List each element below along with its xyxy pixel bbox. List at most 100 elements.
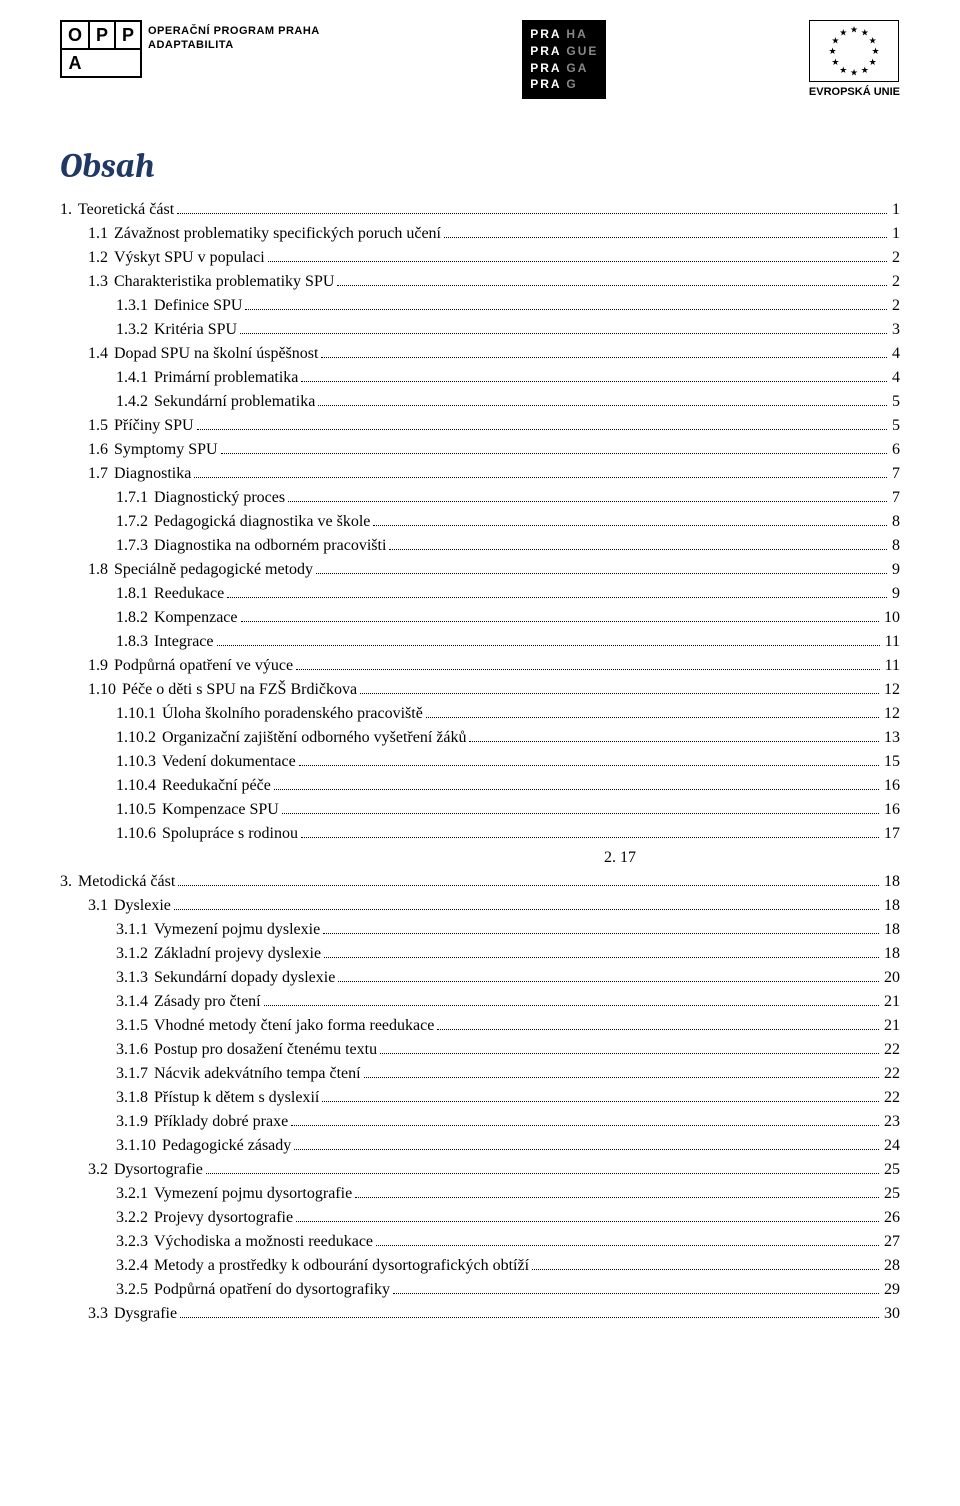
- toc-entry: 1.10.4Reedukační péče16: [60, 774, 900, 798]
- toc-leader-dots: [206, 1173, 879, 1174]
- toc-text: Vhodné metody čtení jako forma reedukace: [154, 1014, 434, 1038]
- toc-entry: 3.2.3Východiska a možnosti reedukace27: [60, 1230, 900, 1254]
- toc-text: Projevy dysortografie: [154, 1206, 293, 1230]
- toc-leader-dots: [316, 573, 887, 574]
- toc-leader-dots: [180, 1317, 879, 1318]
- toc-text: Teoretická část: [78, 198, 174, 222]
- table-of-contents: 1.Teoretická část 11.1Závažnost problemat…: [60, 198, 900, 1326]
- toc-page: 4: [890, 366, 900, 390]
- toc-text: Péče o děti s SPU na FZŠ Brdičkova: [122, 678, 357, 702]
- toc-entry: 1.4.2Sekundární problematika5: [60, 390, 900, 414]
- toc-text: Speciálně pedagogické metody: [114, 558, 313, 582]
- toc-page: 24: [882, 1134, 900, 1158]
- praha-line: PRA GUE: [530, 43, 598, 60]
- toc-leader-dots: [318, 405, 887, 406]
- toc-entry: 3.1Dyslexie18: [60, 894, 900, 918]
- toc-text: Přístup k dětem s dyslexií: [154, 1086, 319, 1110]
- toc-extra-line: 2. 17: [60, 846, 900, 870]
- toc-page: 2: [890, 294, 900, 318]
- svg-text:★: ★: [872, 46, 880, 56]
- toc-number: 1.8.3: [116, 630, 154, 654]
- svg-text:★: ★: [861, 28, 869, 38]
- toc-text: Dysgrafie: [114, 1302, 177, 1326]
- svg-text:★: ★: [832, 35, 840, 45]
- toc-entry: 3.2.1Vymezení pojmu dysortografie25: [60, 1182, 900, 1206]
- toc-number: 1.7.3: [116, 534, 154, 558]
- toc-entry: 1.Teoretická část 1: [60, 198, 900, 222]
- toc-number: 3.1.4: [116, 990, 154, 1014]
- toc-page: 28: [882, 1254, 900, 1278]
- toc-number: 1.8.2: [116, 606, 154, 630]
- toc-text: Diagnostika: [114, 462, 191, 486]
- toc-text: Metodická část: [78, 870, 175, 894]
- toc-page: 26: [882, 1206, 900, 1230]
- toc-number: 1.9: [88, 654, 114, 678]
- toc-page: 16: [882, 798, 900, 822]
- toc-text: Kompenzace SPU: [162, 798, 279, 822]
- toc-entry: 1.8.3Integrace11: [60, 630, 900, 654]
- toc-leader-dots: [444, 237, 887, 238]
- toc-number: 1.7.1: [116, 486, 154, 510]
- toc-leader-dots: [321, 357, 887, 358]
- toc-page: 4: [890, 342, 900, 366]
- toc-text: Reedukace: [154, 582, 224, 606]
- toc-number: 3.2.2: [116, 1206, 154, 1230]
- toc-leader-dots: [174, 909, 879, 910]
- toc-text: Spolupráce s rodinou: [162, 822, 298, 846]
- toc-entry: 1.8.1Reedukace9: [60, 582, 900, 606]
- toc-leader-dots: [355, 1197, 879, 1198]
- svg-text:★: ★: [869, 35, 877, 45]
- toc-entry: 3.2.5Podpůrná opatření do dysortografiky…: [60, 1278, 900, 1302]
- toc-entry: 3.1.3Sekundární dopady dyslexie20: [60, 966, 900, 990]
- toc-leader-dots: [469, 741, 879, 742]
- toc-leader-dots: [291, 1125, 879, 1126]
- svg-text:★: ★: [832, 57, 840, 67]
- toc-page: 5: [890, 390, 900, 414]
- toc-text: Příklady dobré praxe: [154, 1110, 288, 1134]
- toc-page: 8: [890, 534, 900, 558]
- toc-page: 13: [882, 726, 900, 750]
- toc-number: 1.8: [88, 558, 114, 582]
- toc-page: 22: [882, 1086, 900, 1110]
- toc-text: Sekundární dopady dyslexie: [154, 966, 335, 990]
- toc-text: Základní projevy dyslexie: [154, 942, 321, 966]
- toc-entry: 1.4.1Primární problematika4: [60, 366, 900, 390]
- toc-number: 3.2.3: [116, 1230, 154, 1254]
- toc-number: 1.: [60, 198, 78, 222]
- toc-entry: 3.1.10Pedagogické zásady24: [60, 1134, 900, 1158]
- toc-number: 3.1.3: [116, 966, 154, 990]
- toc-number: 1.10.6: [116, 822, 162, 846]
- toc-leader-dots: [322, 1101, 879, 1102]
- toc-text: Sekundární problematika: [154, 390, 315, 414]
- toc-page: 15: [882, 750, 900, 774]
- toc-leader-dots: [227, 597, 887, 598]
- toc-text: Organizační zajištění odborného vyšetřen…: [162, 726, 466, 750]
- toc-page: 25: [882, 1158, 900, 1182]
- toc-number: 3.1.10: [116, 1134, 162, 1158]
- toc-entry: 1.1Závažnost problematiky specifických p…: [60, 222, 900, 246]
- toc-entry: 3.1.9Příklady dobré praxe23: [60, 1110, 900, 1134]
- toc-leader-dots: [194, 477, 887, 478]
- toc-number: 1.10.1: [116, 702, 162, 726]
- toc-page: 11: [883, 654, 900, 678]
- toc-leader-dots: [296, 669, 880, 670]
- toc-leader-dots: [221, 453, 887, 454]
- oppa-letter: P: [88, 22, 114, 48]
- logo-praha: PRA HAPRA GUEPRA GAPRA G: [522, 20, 606, 99]
- toc-number: 3.1.7: [116, 1062, 154, 1086]
- toc-number: 3.1.6: [116, 1038, 154, 1062]
- toc-entry: 1.6Symptomy SPU6: [60, 438, 900, 462]
- toc-page: 3: [890, 318, 900, 342]
- toc-leader-dots: [337, 285, 887, 286]
- toc-number: 1.6: [88, 438, 114, 462]
- toc-entry: 1.10.2Organizační zajištění odborného vy…: [60, 726, 900, 750]
- logo-eu: ★★★★★★★★★★★★ EVROPSKÁ UNIE: [809, 20, 900, 101]
- toc-number: 1.2: [88, 246, 114, 270]
- toc-number: 1.3.2: [116, 318, 154, 342]
- oppa-subtitle-1: OPERAČNÍ PROGRAM PRAHA: [148, 24, 320, 38]
- toc-text: Pedagogická diagnostika ve škole: [154, 510, 370, 534]
- toc-leader-dots: [324, 957, 879, 958]
- toc-page: 1: [890, 198, 900, 222]
- header-logos: O P P A OPERAČNÍ PROGRAM PRAHA ADAPTABIL…: [60, 20, 900, 101]
- svg-text:★: ★: [850, 25, 858, 35]
